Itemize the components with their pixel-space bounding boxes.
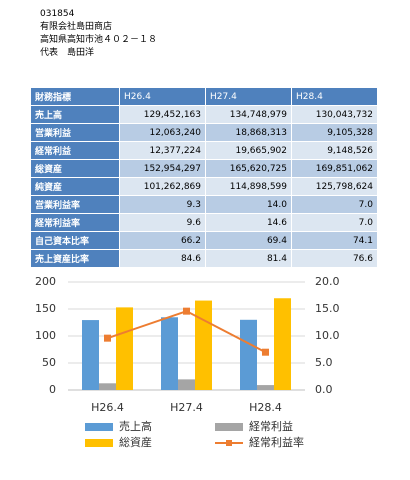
- cell: 14.0: [205, 195, 292, 214]
- bar: [274, 298, 291, 390]
- y-tick-label: 50: [42, 356, 56, 369]
- cell: 69.4: [205, 231, 292, 250]
- y2-tick-label: 15.0: [315, 302, 340, 315]
- y2-tick-label: 10.0: [315, 329, 340, 342]
- cell: 84.6: [119, 249, 206, 268]
- header-cell: H27.4: [205, 87, 292, 106]
- y-tick-label: 150: [35, 302, 56, 315]
- cell: 9.6: [119, 213, 206, 232]
- bar: [161, 317, 178, 390]
- cell: 81.4: [205, 249, 292, 268]
- table-row: 経常利益率 9.6 14.6 7.0: [30, 213, 378, 232]
- cell: 101,262,869: [119, 177, 206, 196]
- header-line: 有限会社島田商店: [40, 22, 113, 32]
- row-label: 売上高: [30, 105, 120, 124]
- cell: 9.3: [119, 195, 206, 214]
- cell: 14.6: [205, 213, 292, 232]
- header: 031854 有限会社島田商店高知県高知市池４０２－１８ 代表 島田洋: [40, 8, 157, 60]
- cell: 125,798,624: [291, 177, 378, 196]
- row-label: 純資産: [30, 177, 120, 196]
- table-row: 売上高 129,452,163 134,748,979 130,043,732: [30, 105, 378, 124]
- marker: [183, 307, 190, 315]
- table-row: 自己資本比率 66.2 69.4 74.1: [30, 231, 378, 250]
- table-row: 営業利益 12,063,240 18,868,313 9,105,328: [30, 123, 378, 142]
- legend-swatch: [85, 423, 113, 431]
- header-row: 財務指標 H26.4 H27.4 H28.4: [30, 87, 378, 106]
- bar: [82, 320, 99, 390]
- cell: 165,620,725: [205, 159, 292, 178]
- cell: 7.0: [291, 195, 378, 214]
- bar: [195, 300, 212, 390]
- legend-marker: [226, 440, 232, 446]
- x-tick-label: H28.4: [249, 401, 282, 414]
- bar: [99, 383, 116, 390]
- y2-tick-label: 0.0: [315, 383, 333, 396]
- marker: [262, 348, 269, 356]
- cell: 18,868,313: [205, 123, 292, 142]
- bar: [178, 379, 195, 390]
- legend-label: 売上高: [119, 419, 152, 433]
- cell: 9,148,526: [291, 141, 378, 160]
- y-tick-label: 0: [49, 383, 56, 396]
- row-label: 自己資本比率: [30, 231, 120, 250]
- finance-table: 財務指標 H26.4 H27.4 H28.4 売上高 129,452,163 134,748…: [30, 87, 378, 268]
- row-label: 総資産: [30, 159, 120, 178]
- row-label: 経常利益: [30, 141, 120, 160]
- cell: 152,954,297: [119, 159, 206, 178]
- table-row: 純資産 101,262,869 114,898,599 125,798,624: [30, 177, 378, 196]
- cell: 19,665,902: [205, 141, 292, 160]
- cell: 169,851,062: [291, 159, 378, 178]
- bar: [116, 307, 133, 390]
- row-label: 営業利益: [30, 123, 120, 142]
- table-row: 営業利益率 9.3 14.0 7.0: [30, 195, 378, 214]
- y-tick-label: 100: [35, 329, 56, 342]
- y-tick-label: 200: [35, 275, 56, 288]
- table-row: 売上資産比率 84.6 81.4 76.6: [30, 249, 378, 268]
- y2-tick-label: 5.0: [315, 356, 333, 369]
- cell: 130,043,732: [291, 105, 378, 124]
- cell: 114,898,599: [205, 177, 292, 196]
- table-row: 総資産 152,954,297 165,620,725 169,851,062: [30, 159, 378, 178]
- row-label: 経常利益率: [30, 213, 120, 232]
- table-row: 経常利益 12,377,224 19,665,902 9,148,526: [30, 141, 378, 160]
- cell: 134,748,979: [205, 105, 292, 124]
- x-tick-label: H27.4: [170, 401, 203, 414]
- y2-tick-label: 20.0: [315, 275, 340, 288]
- legend-swatch: [85, 439, 113, 447]
- bar: [240, 319, 257, 390]
- x-tick-label: H26.4: [91, 401, 124, 414]
- legend-swatch: [215, 423, 243, 431]
- header-cell: H26.4: [119, 87, 206, 106]
- cell: 76.6: [291, 249, 378, 268]
- legend-label: 経常利益率: [249, 435, 304, 449]
- chart: 0 50 100 150 200 0.0 5.0 10.0 15.0 20.0 H26.4 H27.4…: [35, 275, 340, 449]
- cell: 12,377,224: [119, 141, 206, 160]
- header-line: 高知県高知市池４０２－１８: [40, 35, 158, 45]
- header-line: 代表 島田洋: [40, 48, 95, 58]
- marker: [104, 334, 111, 342]
- cell: 74.1: [291, 231, 378, 250]
- cell: 7.0: [291, 213, 378, 232]
- cell: 66.2: [119, 231, 206, 250]
- legend-label: 総資産: [119, 435, 152, 449]
- header-cell: H28.4: [291, 87, 378, 106]
- cell: 9,105,328: [291, 123, 378, 142]
- cell: 12,063,240: [119, 123, 206, 142]
- row-label: 売上資産比率: [30, 249, 120, 268]
- bar: [257, 385, 274, 390]
- legend-label: 経常利益: [249, 419, 293, 433]
- cell: 129,452,163: [119, 105, 206, 124]
- row-label: 営業利益率: [30, 195, 120, 214]
- header-cell: 財務指標: [30, 87, 120, 106]
- header-line: 031854: [40, 9, 75, 19]
